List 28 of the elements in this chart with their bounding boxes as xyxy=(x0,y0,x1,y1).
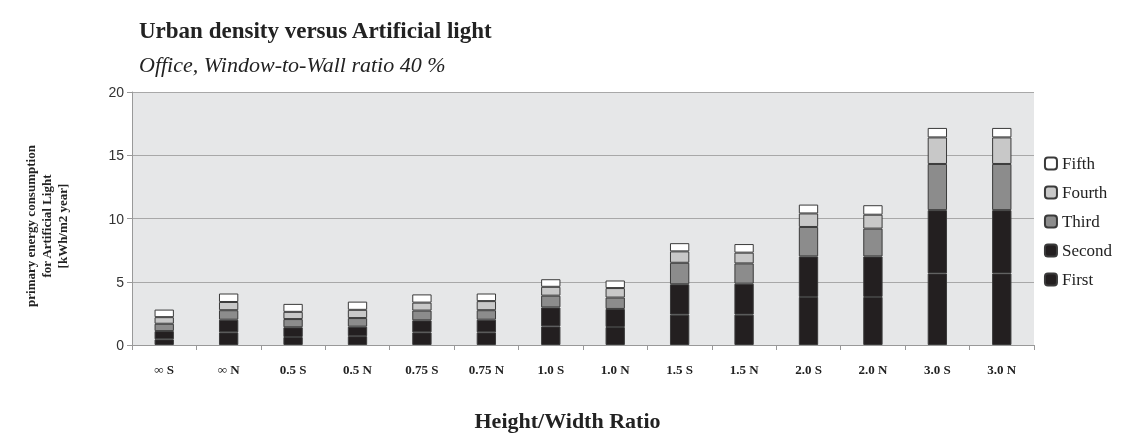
x-tick-label: ∞ N xyxy=(217,362,241,377)
x-tick-label: ∞ S xyxy=(154,362,175,377)
x-tick-label: 1.5 N xyxy=(729,362,760,377)
y-tick-label: 20 xyxy=(108,84,125,100)
legend-label: Fourth xyxy=(1061,183,1108,202)
y-tick-label: 15 xyxy=(108,147,125,164)
legend-label: First xyxy=(1061,270,1094,289)
chart-subtitle: Office, Window-to-Wall ratio 40 % xyxy=(139,51,446,77)
x-tick-label: 2.0 S xyxy=(795,362,822,377)
x-tick-label: 1.0 N xyxy=(600,362,631,377)
y-tick-label: 10 xyxy=(108,210,125,227)
y-axis-title: primary energy consumption for Artificial Light [kWh/m2 year] xyxy=(22,144,70,307)
x-tick-label: 1.5 S xyxy=(666,362,694,377)
x-tick-label: 0.5 N xyxy=(343,362,373,377)
x-tick-label: 2.0 N xyxy=(858,362,888,377)
y-tick-label: 0 xyxy=(116,337,125,353)
legend-label: Fifth xyxy=(1061,154,1096,173)
x-tick-label: 0.5 S xyxy=(279,362,307,377)
x-axis-title: Height/Width Ratio xyxy=(474,407,661,433)
legend-label: Third xyxy=(1061,212,1101,231)
x-tick-label: 1.0 S xyxy=(537,362,565,377)
x-tick-label: 0.75 N xyxy=(468,362,505,377)
chart-title: Urban density versus Artificial light xyxy=(139,18,493,43)
x-tick-label: 3.0 N xyxy=(987,362,1017,377)
x-tick-label: 3.0 S xyxy=(923,362,951,377)
y-tick-label: 5 xyxy=(116,273,125,290)
x-tick-label: 0.75 S xyxy=(405,362,439,377)
legend-label: Second xyxy=(1061,241,1113,260)
